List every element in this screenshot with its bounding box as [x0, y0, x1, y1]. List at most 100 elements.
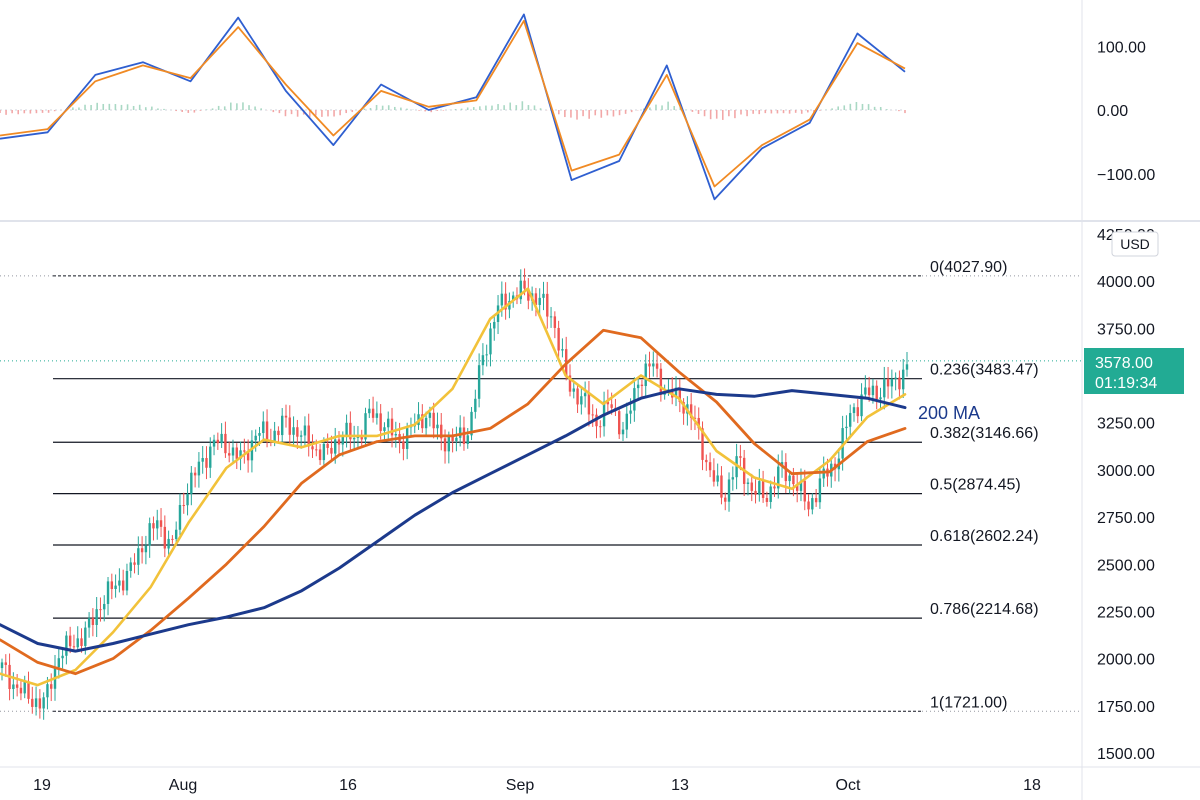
candle-body [466, 435, 469, 444]
candle-body [905, 364, 909, 370]
candle-body [701, 428, 704, 460]
candle-body [27, 681, 30, 699]
candle-body [750, 482, 753, 491]
candle-body [436, 424, 439, 429]
candle-body [633, 388, 636, 411]
candle-body [72, 646, 76, 648]
candle-body [239, 450, 242, 459]
candle-body [902, 369, 905, 390]
fib-label: 0(4027.90) [930, 259, 1007, 276]
candle-body [330, 447, 333, 454]
candle-body [644, 363, 647, 387]
candle-body [254, 435, 257, 441]
candle-body [527, 288, 530, 301]
candle-body [625, 413, 628, 430]
candle-body [720, 475, 723, 498]
candle-body [156, 520, 159, 529]
candle-body [61, 655, 64, 659]
candle-body [159, 520, 163, 527]
candle-body [360, 436, 363, 440]
candle-body [655, 363, 659, 369]
candle-body [792, 475, 795, 485]
candle-body [724, 497, 727, 502]
candle-body [504, 293, 507, 310]
candle-body [477, 365, 481, 399]
candle-body [243, 450, 246, 452]
candle-body [91, 618, 95, 625]
candle-body [659, 368, 663, 395]
candle-body [174, 529, 178, 539]
candle-body [814, 498, 818, 503]
candle-body [23, 681, 26, 694]
price-y-tick: 2500.00 [1097, 557, 1155, 574]
candle-body [875, 385, 878, 400]
currency-unit-box[interactable] [1111, 231, 1159, 257]
candle-body [523, 280, 526, 289]
candle-body [538, 297, 541, 305]
candle-body [205, 458, 208, 468]
price-y-tick: 3000.00 [1097, 463, 1155, 480]
ma-slow-line [0, 328, 907, 676]
candle-body [144, 545, 148, 553]
candle-body [754, 490, 757, 495]
candle-body [383, 427, 386, 431]
candle-body [227, 453, 231, 456]
candle-body [871, 385, 875, 396]
candle-body [31, 698, 34, 707]
candle-body [140, 548, 144, 553]
candle-body [648, 363, 651, 367]
price-y-tick: 2750.00 [1097, 510, 1155, 527]
oscillator-pane [0, 13, 906, 201]
candle-body [379, 413, 382, 431]
candle-body [443, 438, 447, 452]
fib-label: 0.382(3146.66) [930, 425, 1039, 442]
candle-body [674, 387, 678, 398]
price-y-tick: 2000.00 [1097, 652, 1155, 669]
candle-body [220, 433, 223, 444]
candle-body [474, 398, 477, 412]
candle-body [224, 433, 227, 454]
candle-body [795, 484, 799, 491]
candle-body [337, 439, 341, 445]
candle-body [273, 430, 276, 442]
candle-body [549, 316, 553, 318]
price-y-tick: 1500.00 [1097, 746, 1155, 763]
candle-body [19, 687, 23, 694]
candle-body [125, 570, 129, 591]
fibonacci-levels: 0(4027.90) 0.236(3483.47) 0.382(3146.66) 0.… [0, 259, 1082, 712]
time-axis-tick: Aug [169, 777, 197, 794]
candle-body [553, 316, 557, 328]
candle-body [262, 421, 265, 434]
candle-body [542, 293, 545, 298]
candle-body [447, 436, 451, 452]
candle-body [334, 439, 337, 454]
candle-body [171, 538, 174, 540]
time-axis-tick: 16 [339, 777, 357, 794]
candle-body [746, 482, 750, 484]
candle-body [148, 523, 151, 546]
candle-body [57, 658, 60, 668]
candle-body [708, 462, 712, 471]
time-axis-tick: 13 [671, 777, 689, 794]
candle-body [281, 415, 284, 436]
candle-body [458, 427, 462, 438]
candle-body [121, 580, 125, 591]
candle-body [99, 609, 102, 611]
candle-body [883, 378, 886, 398]
countdown-text: 01:19:34 [1095, 375, 1157, 392]
candle-body [894, 377, 897, 379]
candle-body [137, 548, 140, 565]
price-y-tick: 4000.00 [1097, 274, 1155, 291]
candle-body [364, 413, 367, 440]
candle-body [811, 498, 814, 510]
candle-body [212, 439, 216, 447]
candle-body [678, 387, 682, 403]
price-y-tick: 2250.00 [1097, 604, 1155, 621]
osc-y-tick: 0.00 [1097, 103, 1128, 120]
fib-label: 1(1721.00) [930, 694, 1007, 711]
candle-body [277, 430, 280, 436]
candle-body [345, 422, 348, 436]
candle-body [95, 609, 98, 625]
candle-body [689, 404, 693, 418]
candle-body [421, 414, 424, 429]
